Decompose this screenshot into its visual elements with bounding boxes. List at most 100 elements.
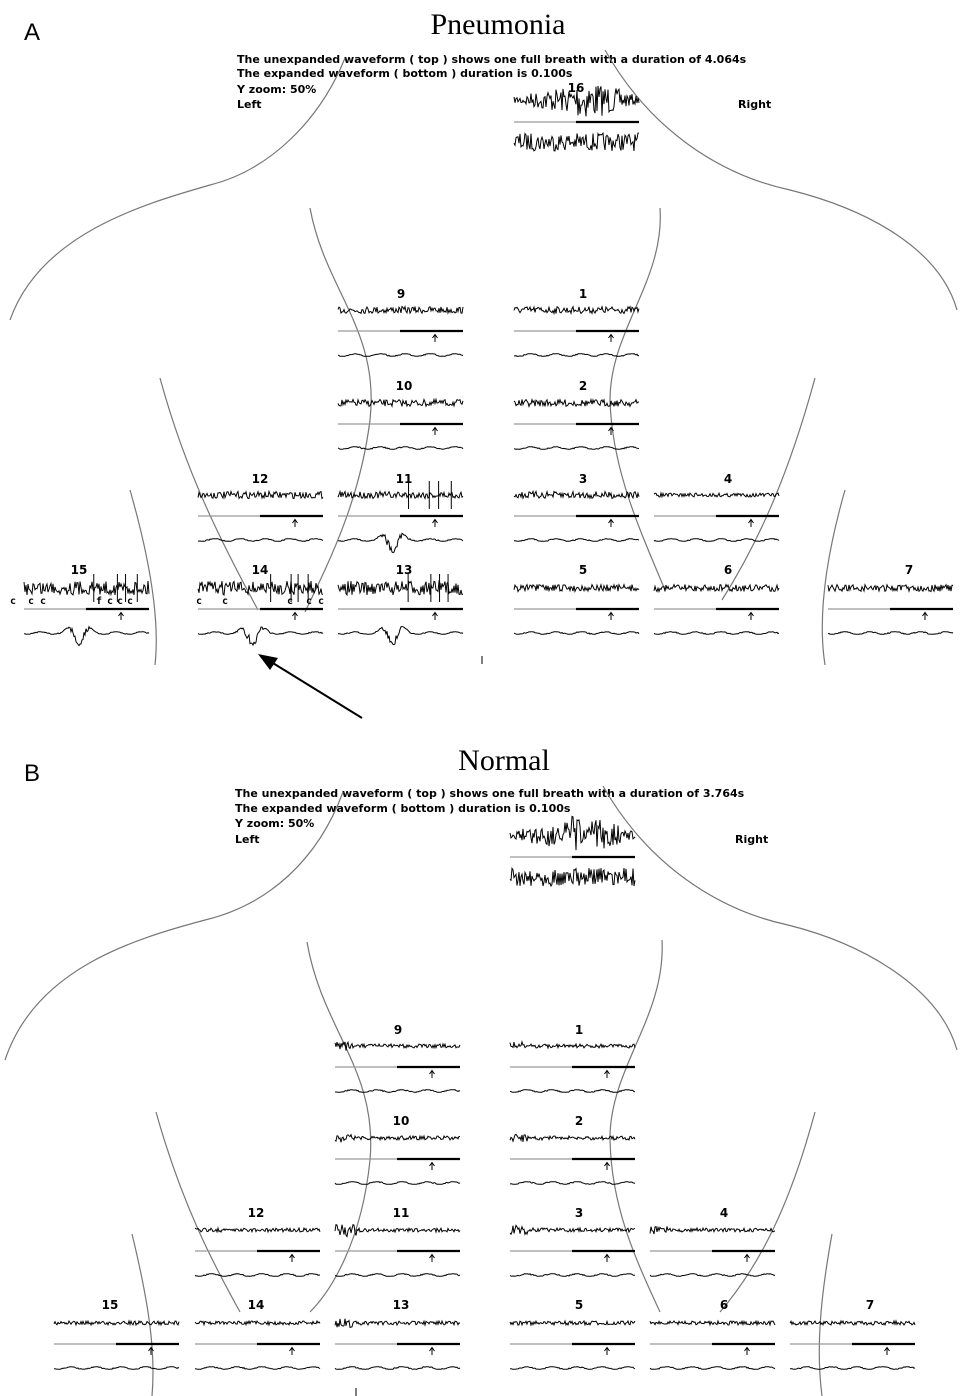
- unexpanded-waveform: [509, 1133, 636, 1143]
- channel-number: 5: [575, 1298, 583, 1312]
- window-marker-arrowhead: [292, 611, 298, 617]
- crackle-mark: c: [28, 596, 34, 607]
- unexpanded-waveform: [649, 1319, 776, 1327]
- channel-1: 1: [513, 287, 640, 357]
- panel-b-back-left: [131, 1233, 154, 1396]
- window-marker-arrowhead: [432, 333, 438, 339]
- channel-number: 2: [579, 379, 587, 393]
- panel-b-title: Normal: [458, 744, 550, 777]
- crackle-mark: c: [196, 596, 202, 607]
- expanded-waveform: [337, 446, 464, 450]
- panel-b-scapula-right: [609, 939, 663, 1313]
- expanded-waveform: [827, 631, 954, 635]
- unexpanded-waveform: [53, 1319, 180, 1327]
- channel-top-center: [509, 815, 636, 888]
- panel-a-torso-outline-left: [9, 57, 346, 321]
- unexpanded-waveform: [337, 489, 464, 500]
- unexpanded-waveform: [513, 85, 640, 117]
- unexpanded-waveform: [23, 581, 150, 597]
- channel-6: 6: [649, 1298, 776, 1370]
- unexpanded-waveform: [513, 305, 640, 316]
- panel-a-title: Pneumonia: [431, 8, 566, 41]
- window-marker-arrowhead: [429, 1161, 435, 1167]
- channel-number: 1: [575, 1023, 583, 1037]
- panel-b: B Normal The unexpanded waveform ( top )…: [4, 744, 958, 1396]
- unexpanded-waveform: [827, 583, 954, 594]
- expanded-waveform: [337, 532, 464, 554]
- panel-a-info-line-2: The expanded waveform ( bottom ) duratio…: [237, 67, 573, 80]
- window-marker-arrowhead: [429, 1069, 435, 1075]
- window-marker-arrowhead: [604, 1253, 610, 1259]
- unexpanded-waveform: [337, 397, 464, 408]
- window-marker-arrowhead: [744, 1253, 750, 1259]
- expanded-waveform: [53, 1366, 180, 1370]
- panel-a-info-line-1: The unexpanded waveform ( top ) shows on…: [237, 53, 747, 66]
- unexpanded-waveform: [337, 304, 464, 315]
- panel-a-torso-outline-right: [604, 49, 958, 311]
- window-marker-arrowhead: [429, 1253, 435, 1259]
- expanded-waveform: [334, 1181, 461, 1185]
- channel-number: 7: [905, 563, 913, 577]
- channel-14: 14: [194, 1298, 321, 1370]
- expanded-waveform: [334, 1366, 461, 1370]
- expanded-waveform: [337, 625, 464, 646]
- panel-b-letter: B: [24, 760, 40, 787]
- window-marker-arrowhead: [432, 611, 438, 617]
- channel-11: 11: [337, 472, 464, 554]
- panel-a-info-line-3: Y zoom: 50%: [236, 83, 316, 96]
- panel-a-scapula-left: [304, 207, 372, 613]
- window-marker-arrowhead: [148, 1346, 154, 1352]
- crackle-mark: c: [107, 596, 113, 607]
- window-marker-arrowhead: [744, 1346, 750, 1352]
- unexpanded-waveform: [334, 1040, 461, 1051]
- panel-a-scapula-right: [609, 207, 666, 591]
- window-marker-arrowhead: [884, 1346, 890, 1352]
- unexpanded-waveform: [194, 1226, 321, 1234]
- channel-7: 7: [827, 563, 954, 635]
- channel-5: 5: [513, 563, 640, 635]
- channel-number: 5: [579, 563, 587, 577]
- panel-b-torso-outline-left: [4, 791, 344, 1061]
- channel-number: 10: [393, 1114, 410, 1128]
- window-marker-arrowhead: [604, 1346, 610, 1352]
- channel-12: 12: [194, 1206, 321, 1277]
- channel-3: 3: [513, 472, 640, 542]
- channel-4: 4: [649, 1206, 776, 1277]
- channel-number: 7: [866, 1298, 874, 1312]
- unexpanded-waveform: [334, 1223, 461, 1238]
- expanded-waveform: [335, 1273, 461, 1277]
- channel-number: 6: [720, 1298, 728, 1312]
- expanded-waveform: [509, 866, 636, 888]
- unexpanded-waveform: [337, 579, 464, 597]
- unexpanded-waveform: [513, 489, 640, 500]
- channel-15: 15: [23, 563, 150, 647]
- unexpanded-waveform: [513, 582, 640, 593]
- expanded-waveform: [509, 1089, 636, 1093]
- expanded-waveform: [790, 1366, 916, 1370]
- expanded-waveform: [513, 131, 639, 152]
- expanded-waveform: [653, 631, 780, 635]
- channel-11: 11: [334, 1206, 461, 1277]
- channel-number: 13: [393, 1298, 410, 1312]
- window-marker-arrowhead: [604, 1161, 610, 1167]
- crackle-mark: c: [40, 596, 46, 607]
- panel-a-right-label: Right: [738, 98, 771, 111]
- channel-10: 10: [334, 1114, 461, 1185]
- window-marker-arrowhead: [604, 1069, 610, 1075]
- unexpanded-waveform: [509, 1040, 636, 1050]
- channel-2: 2: [509, 1114, 636, 1185]
- channel-12: 12: [197, 472, 324, 542]
- panel-b-back-right: [818, 1233, 833, 1396]
- channel-1: 1: [509, 1023, 636, 1093]
- channel-number: 15: [71, 563, 88, 577]
- expanded-waveform: [23, 625, 150, 647]
- unexpanded-waveform: [789, 1319, 916, 1327]
- window-marker-arrowhead: [608, 333, 614, 339]
- panel-a-crackle-marks: c c c f c c c c c c c c: [10, 596, 324, 607]
- channel-9: 9: [334, 1023, 461, 1093]
- channel-10: 10: [337, 379, 464, 450]
- panel-b-torso-outline-right: [602, 785, 958, 1051]
- panel-b-armpit-right: [719, 1111, 816, 1313]
- panel-a-armpit-right: [721, 377, 816, 601]
